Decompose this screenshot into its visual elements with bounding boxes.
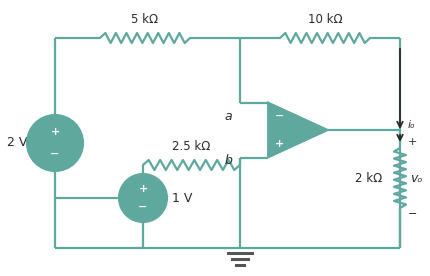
Text: −: − [50,149,60,159]
Text: a: a [224,110,232,123]
Circle shape [119,174,167,222]
Text: 2 kΩ: 2 kΩ [355,171,382,184]
Text: b: b [224,153,232,166]
Polygon shape [268,102,328,158]
Text: +: + [50,127,60,137]
Text: −: − [408,209,418,219]
Text: +: + [275,139,285,149]
Text: 2 V: 2 V [6,137,27,150]
Text: 1 V: 1 V [172,192,192,205]
Text: +: + [138,184,147,194]
Text: 10 kΩ: 10 kΩ [308,13,342,26]
Text: 5 kΩ: 5 kΩ [132,13,159,26]
Text: −: − [138,202,147,212]
Text: −: − [275,111,285,121]
Text: +: + [408,137,418,147]
Circle shape [27,115,83,171]
Text: iₒ: iₒ [408,120,416,130]
Text: vₒ: vₒ [410,171,423,184]
Text: 2.5 kΩ: 2.5 kΩ [172,140,211,153]
